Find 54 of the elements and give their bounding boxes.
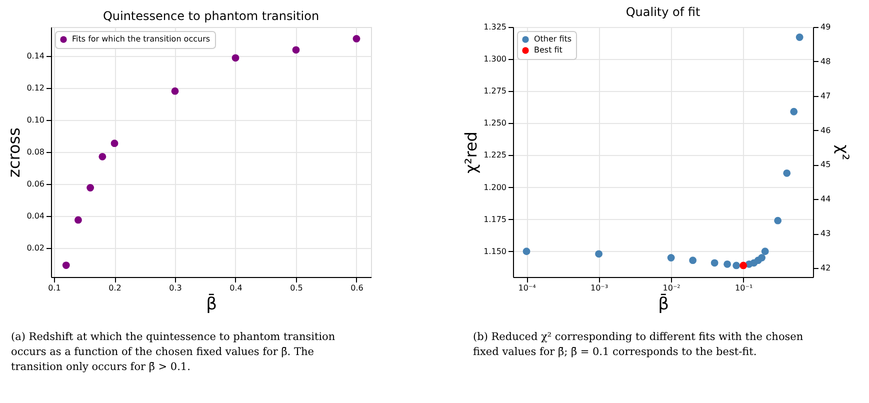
x-tick-label: 0.6 [350,284,364,292]
y-tick-label: 0.04 [26,212,44,221]
x-tick-label: 10⁻⁴ [518,284,536,292]
legend-label: Other fits [534,34,572,44]
y2-tick-label: 47 [820,91,831,100]
y-tick-label: 1.150 [484,246,506,256]
y-axis-title: χ²red [462,132,481,174]
text: (b) Reduced χ² corresponding to different fits with the chosen fixed values for β̄; β̄ = 0.1 corresponds to the best-fit. [473,331,804,358]
y2-tick-label: 44 [820,194,831,204]
point [232,54,240,62]
point [352,35,360,42]
point [171,87,179,95]
x-axis-title: β̄ [206,293,217,314]
y2-tick-label: 42 [820,264,831,273]
x-tick-label: 10⁻² [662,284,680,292]
x-tick-label: 0.3 [169,284,182,292]
y2-tick-label: 46 [820,126,831,135]
x-tick-label: 0.2 [108,284,122,292]
y-tick-label: 0.06 [26,180,44,189]
y-tick-label: 1.225 [484,150,506,160]
y2-tick-label: 43 [820,229,831,238]
x-tick-label: 10⁻¹ [735,284,753,292]
y-tick-label: 0.12 [26,83,44,92]
y-axis-title: zcross [4,128,24,178]
legend-label: Fits for which the transition occurs [72,34,210,44]
y-tick-label: 0.02 [26,244,44,253]
y-tick-label: 1.250 [484,118,506,128]
point [74,216,82,224]
y2-tick-label: 45 [820,160,831,170]
chart-title: Quintessence to phantom transition [102,9,320,23]
text: (a) Redshift at which the quintessence to phantom transition occurs as a function of the chosen fixed values for β̄. The transition only occurs for β̄ > 0.1. [11,331,336,373]
y-tick-label: 1.200 [484,182,506,192]
x-tick-label: 0.5 [290,284,303,292]
y-tick-label: 0.10 [26,115,44,124]
point [62,262,70,269]
point [98,152,106,160]
legend-label: Best fit [534,46,562,54]
y2-tick-label: 49 [820,22,831,32]
x-tick-label: 0.4 [230,284,242,292]
y-tick-label: 1.275 [484,86,506,96]
y-tick-label: 0.08 [26,148,44,156]
y2-tick-label: 48 [820,56,831,66]
point [86,184,94,192]
y-tick-label: 0.14 [26,51,44,60]
x-axis-title: β̄ [658,293,669,314]
y-tick-label: 1.325 [484,22,506,32]
y2-axis-title: χ² [834,144,853,160]
chart-title: Quality of fit [626,5,700,19]
point [292,46,300,54]
point [110,140,118,148]
x-tick-label: 0.1 [48,284,61,292]
y-tick-label: 1.175 [484,214,506,224]
x-tick-label: 10⁻³ [590,284,608,292]
y-tick-label: 1.300 [484,54,506,64]
